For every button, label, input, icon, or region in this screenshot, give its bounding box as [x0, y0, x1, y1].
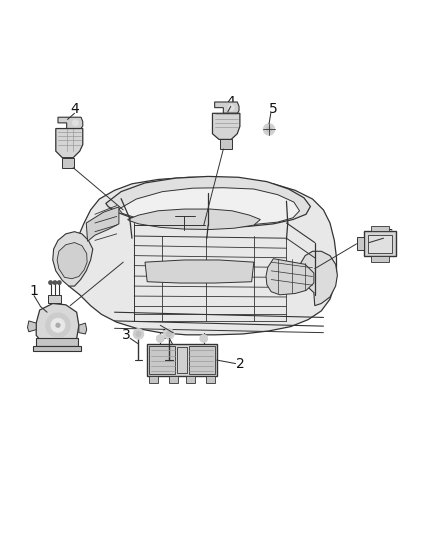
Polygon shape [177, 347, 187, 373]
Text: 2: 2 [236, 357, 244, 370]
Polygon shape [145, 260, 254, 283]
Polygon shape [33, 346, 81, 351]
Circle shape [55, 322, 60, 328]
Circle shape [228, 104, 234, 111]
Polygon shape [357, 237, 364, 251]
Circle shape [57, 281, 61, 284]
Polygon shape [36, 338, 78, 346]
Circle shape [263, 124, 275, 135]
Polygon shape [186, 376, 195, 383]
Text: 3: 3 [162, 328, 170, 342]
Polygon shape [371, 226, 389, 231]
Polygon shape [56, 128, 83, 158]
Polygon shape [364, 231, 396, 256]
Polygon shape [36, 303, 79, 349]
Polygon shape [147, 344, 217, 376]
Polygon shape [47, 295, 61, 303]
Circle shape [53, 281, 57, 284]
Polygon shape [58, 117, 83, 128]
Circle shape [266, 126, 272, 133]
Polygon shape [206, 376, 215, 383]
Circle shape [164, 329, 174, 339]
Polygon shape [79, 323, 87, 334]
Text: 1: 1 [30, 284, 39, 298]
Polygon shape [119, 188, 300, 225]
Polygon shape [149, 346, 176, 374]
Circle shape [135, 331, 141, 337]
Polygon shape [169, 376, 178, 383]
Circle shape [46, 313, 70, 337]
Circle shape [49, 281, 52, 284]
Text: 6: 6 [385, 228, 394, 242]
Polygon shape [106, 176, 311, 228]
Polygon shape [368, 235, 392, 253]
Circle shape [200, 335, 208, 342]
Polygon shape [220, 140, 232, 149]
Circle shape [156, 335, 164, 342]
Circle shape [133, 329, 144, 339]
Text: 5: 5 [269, 102, 278, 116]
Polygon shape [62, 158, 74, 168]
Text: 3: 3 [122, 328, 131, 342]
Polygon shape [266, 259, 314, 295]
Polygon shape [57, 243, 87, 279]
Polygon shape [212, 114, 240, 140]
Polygon shape [371, 256, 389, 262]
Text: 4: 4 [70, 102, 79, 116]
Text: 4: 4 [226, 95, 235, 109]
Circle shape [166, 331, 172, 337]
Polygon shape [127, 209, 260, 230]
Polygon shape [86, 207, 119, 241]
Polygon shape [69, 177, 336, 335]
Polygon shape [28, 321, 36, 332]
Circle shape [51, 318, 65, 332]
Polygon shape [215, 102, 239, 114]
Polygon shape [188, 346, 215, 374]
Polygon shape [300, 251, 337, 305]
Polygon shape [53, 232, 93, 286]
Circle shape [72, 120, 78, 126]
Polygon shape [149, 376, 158, 383]
